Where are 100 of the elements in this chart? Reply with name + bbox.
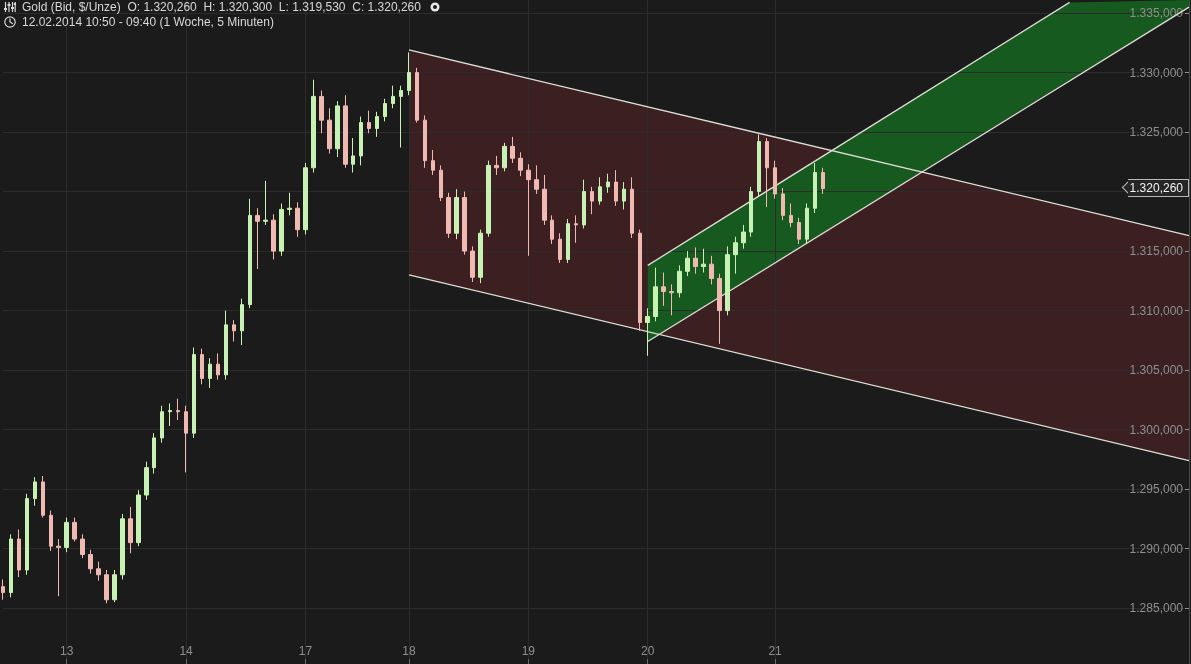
candlestick xyxy=(821,167,825,195)
candlestick xyxy=(359,116,363,166)
candlestick xyxy=(200,348,204,385)
chart-title: Gold (Bid, $/Unze) O: 1.320,260 H: 1.320,300 L: 1.319,530 C: 1.320,260 xyxy=(22,0,421,14)
candlestick xyxy=(486,160,491,238)
candlestick xyxy=(152,432,156,475)
candlestick xyxy=(343,94,348,169)
x-tick-label: 17 xyxy=(298,644,313,658)
candlestick xyxy=(773,160,777,200)
candlestick xyxy=(622,181,626,210)
candlestick xyxy=(407,51,411,96)
candlestick xyxy=(717,273,722,345)
candlestick xyxy=(725,245,730,316)
candlestick xyxy=(1,579,5,601)
y-tick-label: 1.305,000 xyxy=(1129,363,1184,378)
candlestick xyxy=(184,405,188,473)
x-tick-label: 20 xyxy=(641,644,655,658)
candlestick xyxy=(56,538,61,597)
text: 12.02.2014 10:50 - 09:40 (1 Woche, 5 Minuten) xyxy=(22,15,274,29)
candlestick xyxy=(351,137,355,174)
candlestick xyxy=(454,188,459,240)
candlestick xyxy=(367,110,371,134)
candlestick xyxy=(327,107,332,155)
candlestick xyxy=(255,207,260,270)
candlestick xyxy=(470,245,475,283)
candlestick xyxy=(534,164,539,195)
candlestick xyxy=(439,164,443,202)
candlestick xyxy=(661,272,666,307)
candlestick xyxy=(423,114,427,169)
candlestick xyxy=(160,405,164,444)
candlestick xyxy=(224,310,228,381)
candlestick xyxy=(606,173,610,194)
candlestick xyxy=(72,517,77,542)
candlestick xyxy=(789,202,793,228)
y-tick-label: 1.290,000 xyxy=(1129,541,1184,556)
candlestick xyxy=(598,176,602,206)
x-tick-label: 21 xyxy=(768,644,783,658)
candlestick xyxy=(120,513,125,581)
candlestick xyxy=(693,247,698,275)
candlestick xyxy=(526,163,531,257)
candlestick xyxy=(232,319,236,343)
candlestick xyxy=(797,217,801,245)
candlestick xyxy=(582,179,586,229)
candlestick xyxy=(41,475,45,519)
candlestick xyxy=(550,214,554,245)
candlestick xyxy=(638,229,642,332)
candlestick xyxy=(614,169,618,207)
candlestick xyxy=(590,186,594,215)
candlestick xyxy=(104,569,109,604)
candlestick xyxy=(49,509,53,552)
candlestick xyxy=(399,85,403,149)
candlestick xyxy=(669,283,674,316)
candlestick xyxy=(462,191,467,256)
candlestick xyxy=(446,192,451,239)
candlestick xyxy=(494,155,499,176)
y-tick-label: 1.315,000 xyxy=(1129,244,1184,259)
candlestick xyxy=(64,517,69,553)
y-tick-label: 1.285,000 xyxy=(1129,601,1184,616)
candlestick xyxy=(813,162,817,214)
candlestick xyxy=(805,202,809,245)
y-tick-label: 1.310,000 xyxy=(1129,303,1184,318)
candlestick xyxy=(33,476,37,507)
candlestick xyxy=(303,162,308,235)
candlestick xyxy=(574,214,578,244)
candlestick xyxy=(9,533,13,598)
candlestick xyxy=(279,202,284,257)
candlestick xyxy=(677,264,682,298)
candlestick xyxy=(749,186,753,238)
candlestick xyxy=(630,176,634,239)
candlestick xyxy=(781,187,785,221)
candlestick xyxy=(240,298,244,346)
candlestick xyxy=(176,398,180,421)
candlestick xyxy=(431,149,435,176)
candlestick xyxy=(566,218,570,264)
candlestick xyxy=(502,142,507,172)
candlestick xyxy=(701,248,706,273)
candlestick xyxy=(192,346,196,439)
candlestick xyxy=(271,213,276,260)
candlestick xyxy=(17,529,21,578)
candlestick xyxy=(144,461,149,501)
x-tick-label: 14 xyxy=(179,644,194,658)
candlestick xyxy=(136,489,141,547)
candlestick xyxy=(765,137,769,208)
candlestick xyxy=(709,255,714,285)
x-tick-label: 13 xyxy=(60,644,74,658)
candlestick xyxy=(319,89,324,134)
candlestick xyxy=(216,352,220,381)
candlestick xyxy=(653,267,658,322)
candlestick xyxy=(248,198,252,309)
candlestick xyxy=(383,98,387,122)
candlestick xyxy=(96,561,101,582)
candlestick xyxy=(25,493,29,576)
candlestick xyxy=(757,133,761,197)
candlestick xyxy=(208,357,212,389)
candlestick xyxy=(168,402,172,427)
candlestick xyxy=(391,85,395,109)
candlestick xyxy=(112,569,117,603)
candlestick xyxy=(518,151,523,177)
candlestick xyxy=(645,307,650,357)
x-tick-label: 19 xyxy=(521,644,536,658)
